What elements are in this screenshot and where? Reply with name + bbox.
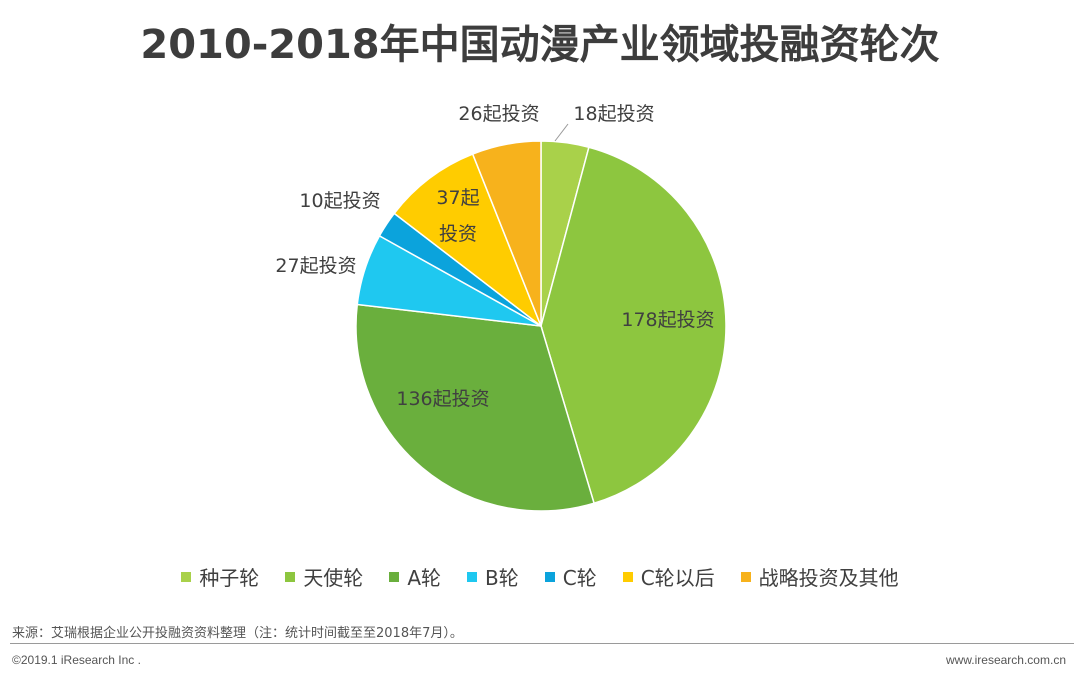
slice-data-label-7: 26起投资 — [458, 103, 539, 125]
slice-data-label-6: 37起投资 — [436, 187, 479, 245]
legend-label-seed: 种子轮 — [199, 566, 260, 590]
chart-legend: 种子轮 天使轮 A轮 B轮 C轮 C轮以后 战略投资及其他 — [0, 562, 1080, 591]
pie-slice-6 — [393, 153, 543, 329]
pie-chart: 18起投资 178起投资 136起投资 27起投资 10起投资 37起投资 26起投资 — [275, 103, 727, 512]
legend-swatch-round-b — [467, 571, 477, 582]
legend-label-round-b: B轮 — [485, 566, 519, 590]
pie-slice-2 — [540, 146, 727, 505]
pie-slice-7 — [471, 140, 542, 327]
legend-label-angel: 天使轮 — [303, 566, 364, 590]
slice-data-label-5: 10起投资 — [299, 190, 380, 212]
legend-label-round-c: C轮 — [562, 566, 597, 590]
footer-divider — [10, 643, 1074, 644]
legend-item-seed: 种子轮 — [181, 562, 259, 591]
slice-data-label-3: 136起投资 — [396, 388, 489, 410]
slice-data-label-2: 178起投资 — [621, 309, 714, 331]
slice-data-label-4: 27起投资 — [275, 255, 356, 277]
legend-swatch-seed — [181, 571, 192, 582]
legend-item-strategic: 战略投资及其他 — [740, 562, 899, 591]
legend-swatch-after-c — [622, 571, 633, 582]
website-text: www.iresearch.com.cn — [945, 653, 1066, 667]
legend-item-after-c: C轮以后 — [622, 562, 715, 591]
legend-swatch-round-a — [389, 571, 400, 582]
legend-item-round-a: A轮 — [389, 562, 441, 591]
legend-label-round-a: A轮 — [407, 566, 441, 590]
source-note: 来源：艾瑞根据企业公开投融资资料整理（注：统计时间截至至2018年7月）。 — [12, 626, 463, 641]
legend-swatch-strategic — [740, 571, 751, 582]
chart-title: 2010-2018年中国动漫产业领域投融资轮次 — [140, 22, 940, 68]
copyright-text: ©2019.1 iResearch Inc . — [12, 653, 141, 667]
legend-item-angel: 天使轮 — [285, 562, 363, 591]
legend-label-strategic: 战略投资及其他 — [758, 566, 899, 590]
slice-data-label-1: 18起投资 — [573, 103, 654, 125]
pie-slice-3 — [355, 303, 595, 512]
seed-label-leader — [554, 123, 569, 142]
legend-swatch-angel — [285, 571, 296, 582]
legend-label-after-c: C轮以后 — [640, 566, 715, 590]
legend-item-round-b: B轮 — [467, 562, 519, 591]
legend-item-round-c: C轮 — [544, 562, 597, 591]
legend-swatch-round-c — [544, 571, 555, 582]
